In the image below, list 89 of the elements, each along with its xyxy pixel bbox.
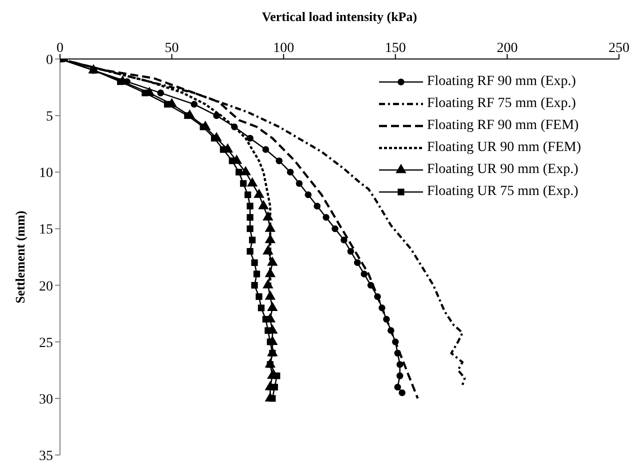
y-tick-label: 30 bbox=[39, 392, 53, 408]
point bbox=[200, 124, 206, 130]
point bbox=[240, 180, 247, 187]
point bbox=[374, 293, 381, 300]
point bbox=[246, 248, 254, 255]
point bbox=[383, 316, 390, 323]
legend-label: Floating UR 90 mm (FEM) bbox=[427, 140, 582, 156]
point bbox=[332, 225, 338, 232]
point bbox=[258, 200, 269, 210]
point bbox=[157, 90, 164, 96]
point bbox=[271, 384, 278, 390]
point bbox=[213, 112, 220, 119]
legend-label: Floating RF 90 mm (Exp.) bbox=[427, 74, 576, 90]
point bbox=[262, 245, 274, 254]
point bbox=[262, 316, 270, 323]
point bbox=[231, 124, 238, 130]
point bbox=[396, 372, 404, 380]
point bbox=[264, 222, 276, 232]
point bbox=[274, 372, 280, 380]
point bbox=[388, 327, 394, 334]
point bbox=[396, 361, 404, 368]
point bbox=[240, 166, 251, 176]
point bbox=[392, 338, 399, 346]
x-tick-label: 0 bbox=[56, 41, 64, 56]
legend-label: Floating UR 75 mm (Exp.) bbox=[427, 184, 578, 200]
point bbox=[246, 225, 254, 232]
point bbox=[117, 78, 124, 85]
point bbox=[248, 236, 256, 244]
point bbox=[256, 293, 262, 300]
point bbox=[251, 282, 258, 289]
y-tick-label: 35 bbox=[39, 448, 53, 464]
x-tick-label: 100 bbox=[273, 41, 294, 56]
y-axis-title: Settlement (mm) bbox=[12, 210, 28, 304]
point bbox=[304, 191, 312, 198]
x-tick-label: 150 bbox=[384, 41, 406, 56]
point bbox=[262, 146, 270, 153]
point bbox=[394, 350, 402, 357]
point bbox=[190, 100, 198, 108]
point bbox=[246, 177, 258, 187]
point bbox=[164, 100, 171, 108]
point bbox=[276, 157, 283, 164]
point bbox=[394, 384, 402, 390]
legend-label: Floating RF 75 mm (Exp.) bbox=[427, 96, 576, 112]
point bbox=[253, 270, 260, 278]
point bbox=[246, 202, 254, 210]
point bbox=[266, 338, 274, 346]
point bbox=[296, 180, 303, 187]
y-tick-label: 20 bbox=[39, 279, 53, 294]
point bbox=[244, 191, 252, 198]
point bbox=[210, 134, 218, 142]
point bbox=[378, 304, 386, 312]
point bbox=[367, 282, 374, 289]
point bbox=[354, 259, 361, 266]
point bbox=[264, 234, 276, 244]
point bbox=[251, 259, 258, 266]
point bbox=[269, 395, 276, 402]
point bbox=[228, 158, 236, 164]
point bbox=[246, 134, 254, 142]
point bbox=[267, 256, 278, 266]
point bbox=[360, 270, 368, 278]
x-tick-label: 50 bbox=[164, 41, 179, 56]
point bbox=[286, 168, 294, 176]
legend-label: Floating UR 90 mm (Exp.) bbox=[427, 162, 578, 178]
x-tick-label: 200 bbox=[496, 41, 518, 56]
point bbox=[267, 302, 278, 312]
point bbox=[322, 214, 330, 221]
y-tick-label: 15 bbox=[39, 222, 53, 238]
x-tick-label: 250 bbox=[608, 41, 630, 56]
legend-label: Floating RF 90 mm (FEM) bbox=[427, 118, 579, 134]
point bbox=[264, 268, 276, 278]
y-tick-label: 5 bbox=[46, 110, 53, 125]
point bbox=[314, 202, 321, 210]
point bbox=[258, 304, 265, 312]
x-axis-title: Vertical load intensity (kPa) bbox=[262, 9, 418, 24]
point bbox=[264, 290, 276, 300]
point bbox=[264, 327, 272, 334]
y-tick-label: 10 bbox=[39, 166, 53, 182]
point bbox=[236, 168, 242, 176]
point bbox=[340, 236, 348, 244]
point bbox=[262, 279, 274, 288]
point bbox=[262, 211, 274, 220]
point bbox=[398, 389, 406, 396]
point bbox=[254, 188, 264, 198]
y-tick-label: 0 bbox=[46, 52, 53, 68]
point bbox=[220, 146, 227, 153]
point bbox=[142, 90, 148, 96]
y-tick-label: 25 bbox=[39, 336, 53, 351]
point bbox=[246, 214, 254, 221]
point bbox=[347, 248, 354, 255]
